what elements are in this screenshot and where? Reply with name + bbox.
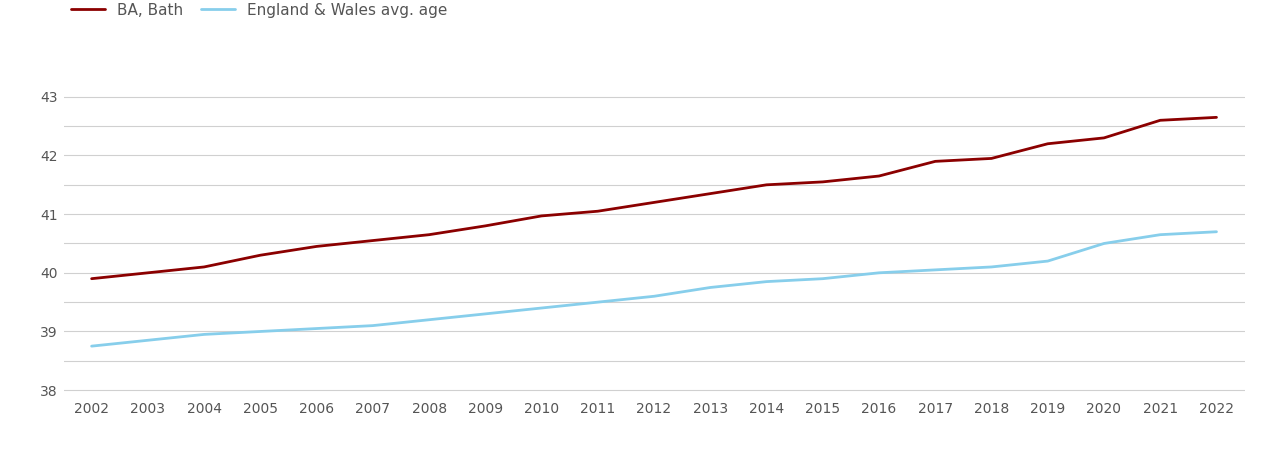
England & Wales avg. age — [478, 311, 493, 317]
BA, Bath — [871, 173, 886, 179]
England & Wales avg. age — [309, 326, 324, 331]
England & Wales avg. age — [871, 270, 886, 275]
England & Wales avg. age — [702, 285, 718, 290]
BA, Bath — [422, 232, 437, 238]
BA, Bath — [253, 252, 268, 258]
BA, Bath — [84, 276, 99, 281]
BA, Bath — [366, 238, 381, 243]
England & Wales avg. age — [984, 264, 999, 270]
England & Wales avg. age — [197, 332, 212, 337]
England & Wales avg. age — [591, 299, 606, 305]
England & Wales avg. age — [927, 267, 942, 273]
BA, Bath — [702, 191, 718, 196]
England & Wales avg. age — [366, 323, 381, 328]
England & Wales avg. age — [759, 279, 775, 284]
England & Wales avg. age — [533, 305, 549, 310]
BA, Bath — [1040, 141, 1055, 146]
Line: England & Wales avg. age: England & Wales avg. age — [91, 232, 1217, 346]
BA, Bath — [591, 208, 606, 214]
BA, Bath — [140, 270, 155, 275]
England & Wales avg. age — [140, 338, 155, 343]
England & Wales avg. age — [815, 276, 831, 281]
Legend: BA, Bath, England & Wales avg. age: BA, Bath, England & Wales avg. age — [71, 3, 447, 18]
BA, Bath — [1209, 115, 1224, 120]
England & Wales avg. age — [1153, 232, 1168, 238]
BA, Bath — [927, 159, 942, 164]
Line: BA, Bath: BA, Bath — [91, 117, 1217, 279]
BA, Bath — [309, 244, 324, 249]
England & Wales avg. age — [84, 343, 99, 349]
BA, Bath — [197, 264, 212, 270]
BA, Bath — [646, 200, 662, 205]
England & Wales avg. age — [1040, 258, 1055, 264]
BA, Bath — [984, 156, 999, 161]
England & Wales avg. age — [646, 293, 662, 299]
England & Wales avg. age — [253, 329, 268, 334]
BA, Bath — [759, 182, 775, 188]
England & Wales avg. age — [1209, 229, 1224, 234]
BA, Bath — [1096, 135, 1111, 140]
England & Wales avg. age — [422, 317, 437, 323]
England & Wales avg. age — [1096, 241, 1111, 246]
BA, Bath — [1153, 117, 1168, 123]
BA, Bath — [478, 223, 493, 229]
BA, Bath — [815, 179, 831, 184]
BA, Bath — [533, 213, 549, 219]
